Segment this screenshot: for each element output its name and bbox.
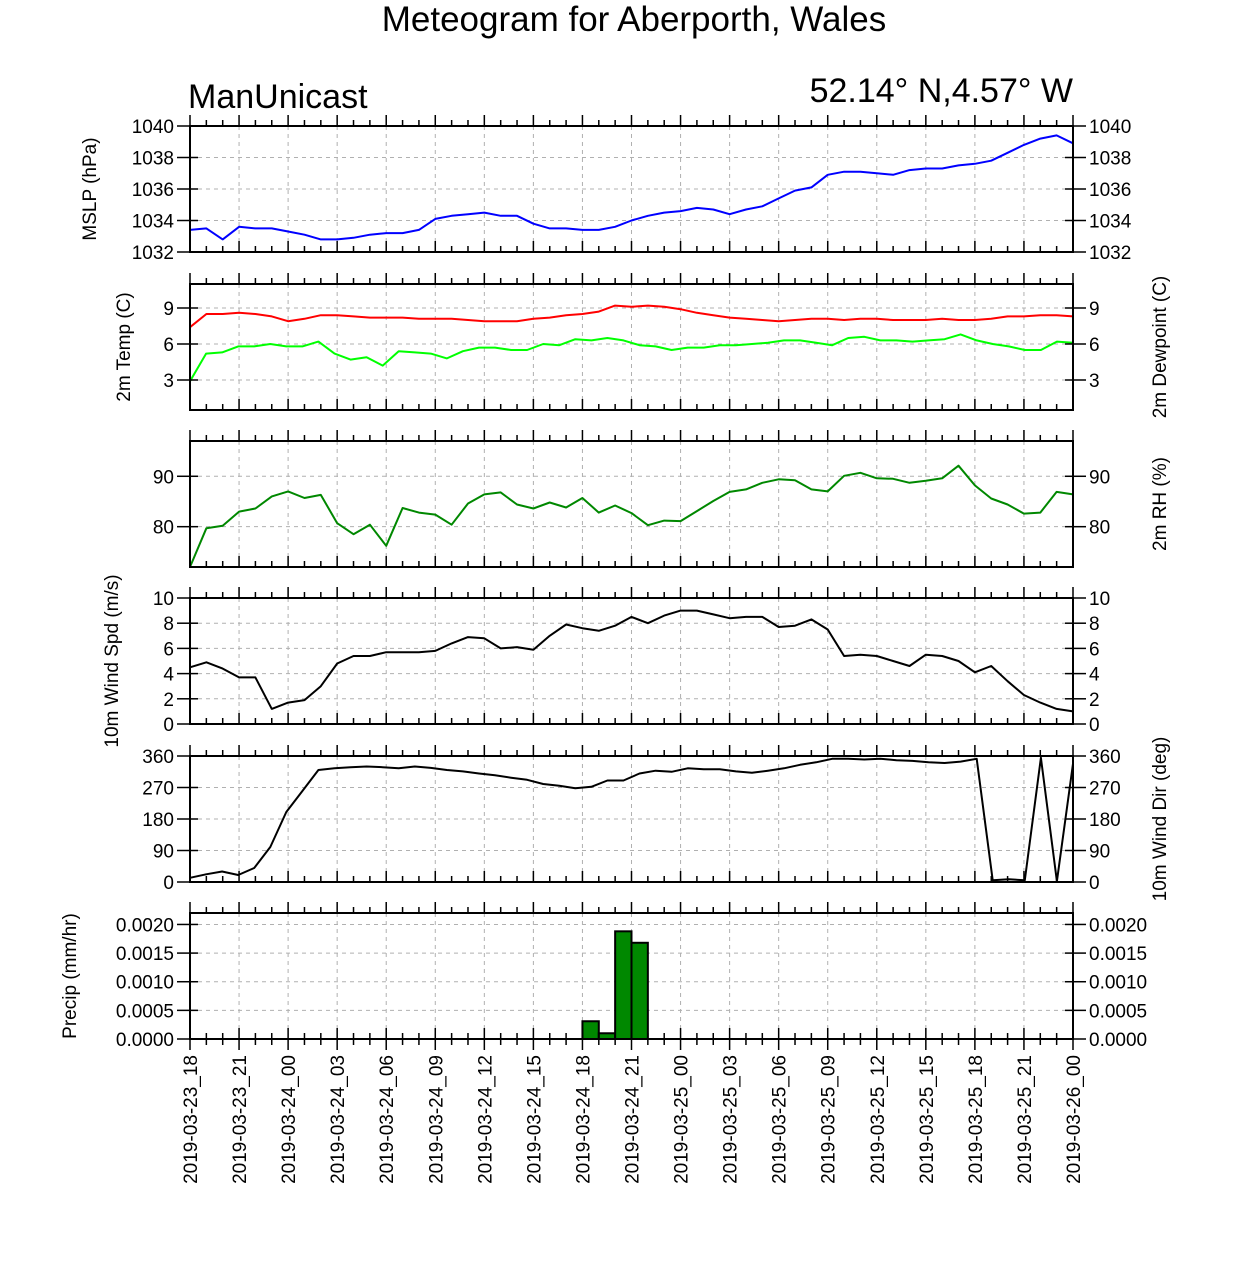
y-tick-label: 6: [163, 335, 174, 356]
series-line-1: [189, 304, 1074, 328]
y-tick-label: 80: [153, 518, 174, 539]
y-tick-label: 9: [1089, 299, 1100, 320]
y-tick-label: 1040: [1089, 117, 1131, 138]
y-tick-label: 0.0010: [1089, 973, 1147, 994]
series-line-2: [189, 333, 1074, 382]
panel-6: 0.0000 0.0000 0.0005 0.0005 0.0010 0.0010 0.00…: [60, 902, 1147, 1051]
x-tick-label: 2019-03-25_21: [1015, 1055, 1036, 1184]
y-tick-label: 8: [163, 614, 174, 635]
y-tick-label: 270: [1089, 779, 1121, 800]
y-tick-label: 1040: [132, 117, 174, 138]
y-tick-label: 0.0000: [116, 1030, 174, 1051]
x-tick-label: 2019-03-24_21: [623, 1055, 644, 1184]
y-tick-label: 90: [1089, 467, 1110, 488]
y-tick-label: 0: [163, 715, 174, 736]
y-tick-label: 1034: [132, 212, 175, 233]
panel-4: 0 0 2 2 4 4 6 6 8 8 10 10 10m Wind Spd (m/s): [102, 574, 1110, 747]
y-tick-label: 360: [142, 747, 174, 768]
y-tick-label: 1038: [1089, 149, 1131, 170]
y-tick-label: 0.0005: [1089, 1001, 1147, 1022]
precip-bar: [630, 941, 649, 1040]
series-line-1: [189, 464, 1074, 568]
x-tick-label: 2019-03-25_18: [966, 1055, 987, 1184]
panel-3: 80 80 90 90 2m RH (%): [153, 430, 1171, 568]
x-tick-label: 2019-03-25_03: [721, 1055, 742, 1184]
y-tick-label: 0: [1089, 873, 1100, 894]
y-tick-label: 0.0015: [1089, 944, 1147, 965]
y-tick-label: 1036: [1089, 180, 1131, 201]
x-tick-label: 2019-03-25_15: [917, 1055, 938, 1184]
y-tick-label: 360: [1089, 747, 1121, 768]
x-tick-label: 2019-03-25_12: [868, 1055, 889, 1184]
series-line-1: [189, 609, 1074, 713]
x-tick-label: 2019-03-24_00: [279, 1055, 300, 1184]
y-tick-label: 0.0020: [1089, 915, 1147, 936]
y-tick-label: 0.0020: [116, 915, 174, 936]
panel-1: 1032 1032 1034 1034 1036 1036 1038 1038 1040 1040…: [80, 115, 1132, 264]
y-axis-label-left: Precip (mm/hr): [60, 913, 81, 1039]
y-tick-label: 0.0000: [1089, 1030, 1147, 1051]
y-axis-label-right: 2m Dewpoint (C): [1150, 276, 1171, 419]
x-tick-label: 2019-03-25_09: [819, 1055, 840, 1184]
y-tick-label: 270: [142, 779, 174, 800]
x-tick-label: 2019-03-26_00: [1064, 1055, 1085, 1184]
y-tick-label: 0.0015: [116, 944, 174, 965]
x-tick-label: 2019-03-24_06: [377, 1055, 398, 1184]
y-tick-label: 4: [1089, 665, 1100, 686]
y-tick-label: 10: [153, 589, 174, 610]
y-tick-label: 90: [1089, 842, 1110, 863]
x-tick-label: 2019-03-23_21: [230, 1055, 251, 1184]
y-tick-label: 2: [163, 690, 174, 711]
y-tick-label: 6: [1089, 335, 1100, 356]
series-line-1: [189, 756, 1074, 883]
y-axis-label-left: 10m Wind Spd (m/s): [102, 574, 123, 747]
y-tick-label: 3: [163, 371, 174, 392]
y-tick-label: 0.0010: [116, 973, 174, 994]
x-tick-label: 2019-03-24_09: [426, 1055, 447, 1184]
y-tick-label: 90: [153, 467, 174, 488]
y-tick-label: 0: [163, 873, 174, 894]
x-tick-label: 2019-03-25_06: [770, 1055, 791, 1184]
x-tick-label: 2019-03-24_18: [573, 1055, 594, 1184]
y-tick-label: 180: [1089, 810, 1121, 831]
precip-bar: [581, 1020, 600, 1041]
y-tick-label: 0: [1089, 715, 1100, 736]
model-label: ManUnicast: [188, 78, 368, 116]
y-axis-label-left: 2m Temp (C): [114, 292, 135, 401]
y-tick-label: 1034: [1089, 212, 1132, 233]
y-tick-label: 9: [163, 299, 174, 320]
x-tick-label: 2019-03-24_03: [328, 1055, 349, 1184]
y-tick-label: 0.0005: [116, 1001, 174, 1022]
x-tick-label: 2019-03-23_18: [181, 1055, 202, 1184]
location-label: 52.14° N,4.57° W: [809, 72, 1073, 110]
y-tick-label: 4: [163, 665, 174, 686]
panel-5: 0 0 90 90 180 180 270 270 360 360 10m Wind Dir (de…: [142, 737, 1171, 902]
x-tick-label: 2019-03-24_12: [475, 1055, 496, 1184]
y-tick-label: 6: [163, 639, 174, 660]
y-tick-label: 90: [153, 842, 174, 863]
x-tick-label: 2019-03-24_15: [524, 1055, 545, 1184]
y-axis-label-right: 2m RH (%): [1150, 457, 1171, 551]
y-tick-label: 6: [1089, 639, 1100, 660]
panel-2: 3 3 6 6 9 9 2m Temp (C) 2m Dewpoint (C): [114, 273, 1171, 418]
y-tick-label: 80: [1089, 518, 1110, 539]
y-tick-label: 2: [1089, 690, 1100, 711]
y-tick-label: 10: [1089, 589, 1110, 610]
y-tick-label: 180: [142, 810, 174, 831]
series-line-1: [189, 134, 1074, 241]
y-tick-label: 1032: [1089, 243, 1131, 264]
chart-title: Meteogram for Aberporth, Wales: [381, 0, 887, 39]
precip-bar: [614, 930, 633, 1040]
x-tick-label: 2019-03-25_00: [672, 1055, 693, 1184]
y-tick-label: 3: [1089, 371, 1100, 392]
y-axis-label-right: 10m Wind Dir (deg): [1150, 737, 1171, 902]
y-axis-label-left: MSLP (hPa): [80, 137, 101, 240]
y-tick-label: 1038: [132, 149, 174, 170]
y-tick-label: 1032: [132, 243, 174, 264]
y-tick-label: 1036: [132, 180, 174, 201]
y-tick-label: 8: [1089, 614, 1100, 635]
